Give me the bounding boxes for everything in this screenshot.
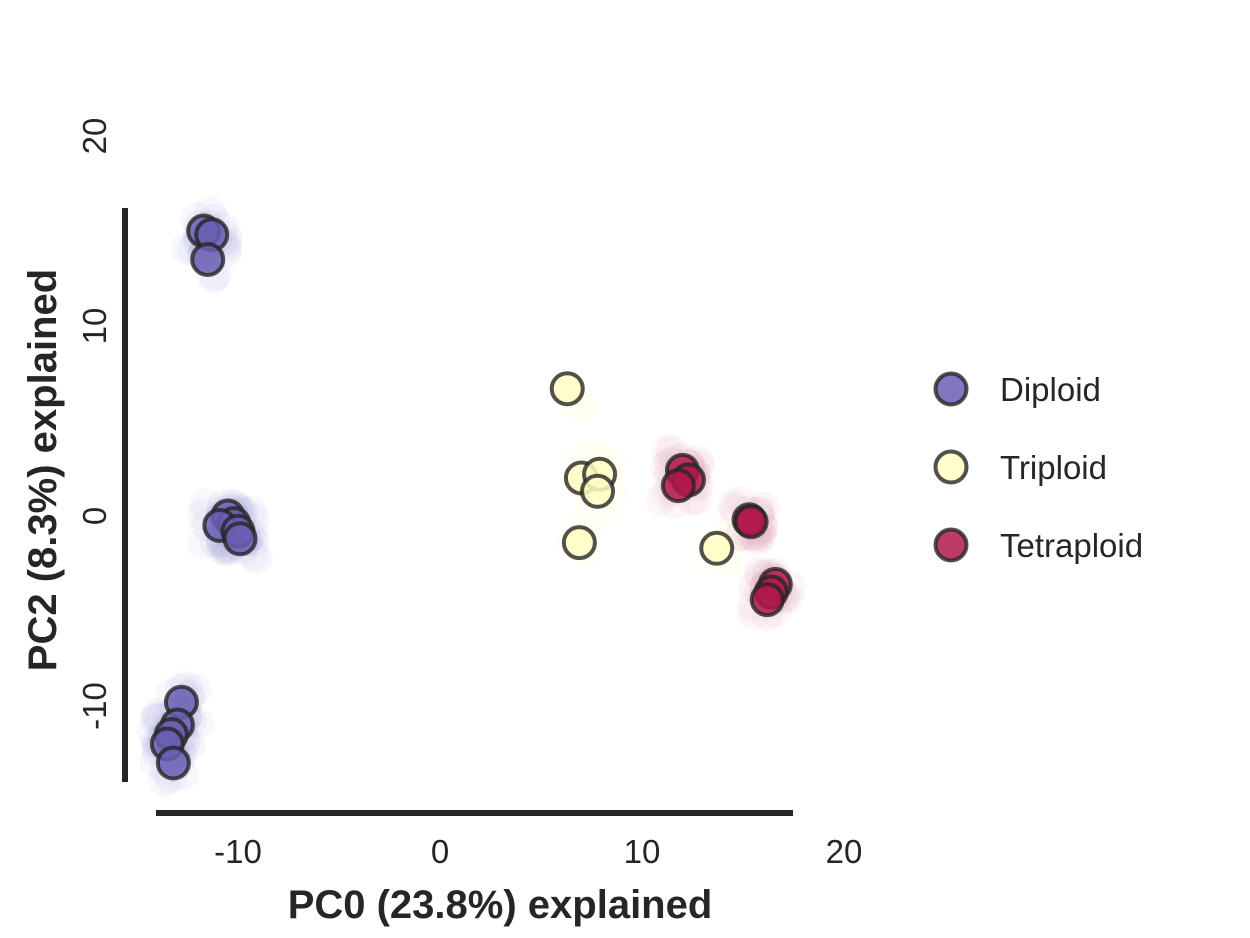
data-point-triploid — [561, 525, 597, 561]
data-point-diploid — [190, 242, 226, 277]
x-tick-labels: -10 0 10 20 — [214, 833, 862, 870]
data-point-triploid — [699, 530, 735, 566]
y-tick-label: 10 — [76, 308, 113, 345]
legend-label-triploid: Triploid — [1000, 449, 1107, 486]
data-point-triploid — [580, 473, 616, 509]
y-tick-label: 0 — [76, 507, 113, 525]
legend-label-diploid: Diploid — [1000, 371, 1101, 408]
data-point-tetraploid — [749, 582, 785, 618]
data-point-diploid — [222, 521, 258, 557]
legend-label-tetraploid: Tetraploid — [1000, 527, 1143, 564]
legend: Diploid Triploid Tetraploid — [933, 371, 1143, 564]
y-axis-title: PC2 (8.3%) explained — [21, 269, 65, 671]
halo-layer — [136, 196, 807, 797]
x-tick-label: 0 — [431, 833, 449, 870]
legend-marker-triploid — [933, 449, 969, 485]
point-layer — [149, 213, 793, 781]
x-tick-label: 10 — [624, 833, 661, 870]
x-tick-label: -10 — [214, 833, 262, 870]
data-point-tetraploid — [660, 468, 696, 504]
y-tick-label: 20 — [76, 118, 113, 155]
x-axis-title: PC0 (23.8%) explained — [288, 883, 713, 927]
x-tick-label: 20 — [826, 833, 863, 870]
y-tick-label: -10 — [76, 682, 113, 730]
data-point-diploid — [155, 745, 191, 781]
y-tick-labels: -10 0 10 20 — [76, 118, 113, 730]
legend-marker-diploid — [933, 371, 969, 407]
data-point-tetraploid — [733, 504, 769, 540]
legend-marker-tetraploid — [933, 527, 969, 563]
data-point-triploid — [549, 371, 585, 407]
